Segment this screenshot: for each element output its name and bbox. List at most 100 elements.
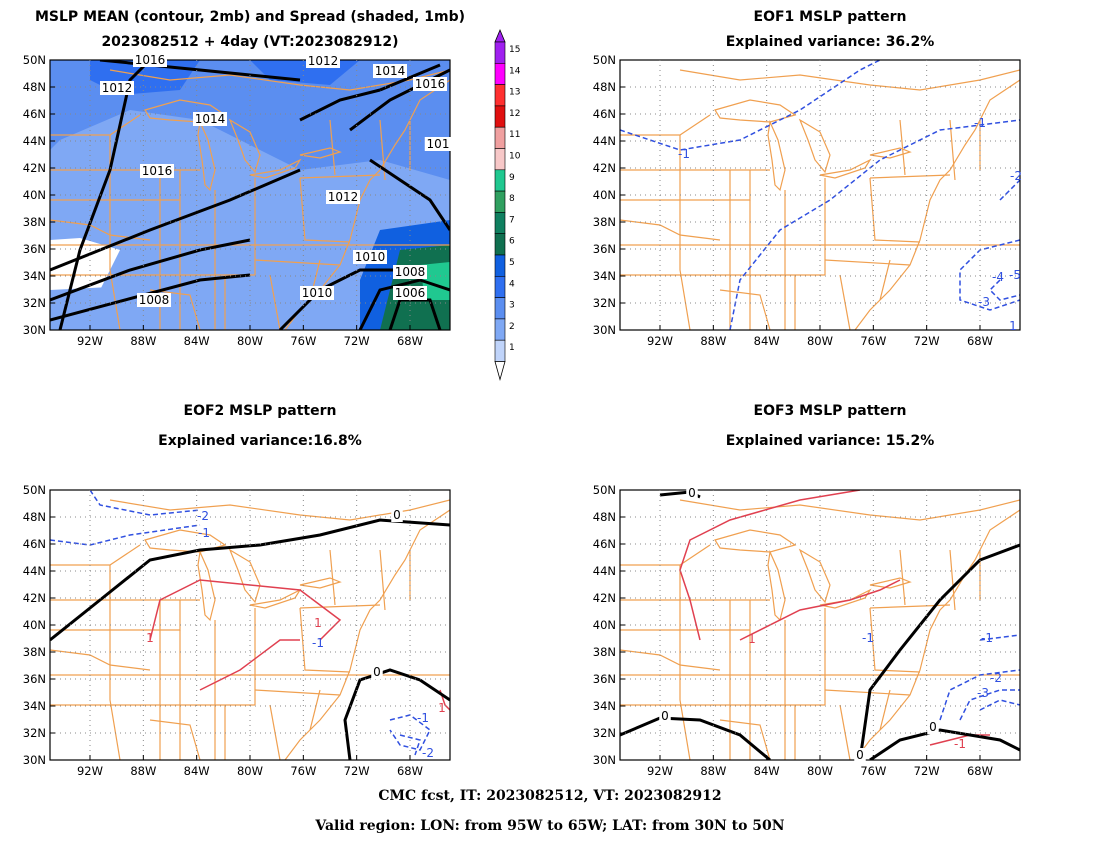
colorbar-segment (494, 169, 506, 192)
lat-tick-label: 30N (23, 323, 46, 337)
colorbar-segment (494, 105, 506, 128)
lat-tick-label: 48N (593, 80, 616, 94)
colorbar-segment (494, 254, 506, 277)
mean-contour-label: 1016 (135, 53, 166, 67)
lat-tick-label: 46N (23, 537, 46, 551)
eof2-contour-label-bg (371, 665, 383, 679)
lat-tick-label: 34N (23, 269, 46, 283)
lat-tick-label: 48N (593, 510, 616, 524)
eof1-contour-label: -2 (1010, 169, 1022, 183)
lon-tick-label: 80W (237, 764, 263, 778)
eof3-contour-label: -1 (954, 737, 966, 751)
lat-tick-label: 50N (23, 483, 46, 497)
lon-tick-label: 72W (344, 334, 370, 348)
mean-contour-label-bg (413, 77, 447, 91)
eof2-panel-subtitle: Explained variance:16.8% (158, 433, 362, 449)
colorbar-segment (494, 339, 506, 362)
eof1-contour-label: -4 (992, 270, 1004, 284)
eof3-contour-label: -1 (862, 631, 874, 645)
lon-tick-label: 68W (397, 334, 423, 348)
lat-tick-label: 50N (593, 53, 616, 67)
lat-tick-label: 36N (593, 672, 616, 686)
mean-panel-subtitle: 2023082512 + 4day (VT:2023082912) (101, 34, 399, 50)
lat-tick-label: 48N (23, 510, 46, 524)
lat-tick-label: 32N (23, 726, 46, 740)
mean-panel-title: MSLP MEAN (contour, 2mb) and Spread (sha… (35, 9, 465, 25)
lon-tick-label: 84W (184, 334, 210, 348)
lon-tick-label: 68W (397, 764, 423, 778)
lon-tick-label: 92W (647, 334, 673, 348)
lon-tick-label: 84W (754, 334, 780, 348)
lat-tick-label: 44N (593, 134, 616, 148)
lon-tick-label: 88W (700, 334, 726, 348)
eof2-contour-label: -1 (198, 526, 210, 540)
mean-contour-label-bg (100, 81, 134, 95)
eof1-contour-label: -3 (978, 295, 990, 309)
lat-tick-label: 46N (23, 107, 46, 121)
eof3-contour-label: 0 (688, 486, 696, 500)
eof3-contour-label-bg (927, 720, 939, 734)
eof2-contour-label: 0 (373, 665, 381, 679)
mean-contour-label: 1006 (395, 286, 426, 300)
colorbar-segment (494, 275, 506, 298)
lat-tick-label: 40N (23, 188, 46, 202)
mean-contour-label-bg (193, 112, 227, 126)
colorbar-label: 8 (509, 194, 515, 204)
eof2-contour-label: 0 (393, 508, 401, 522)
lon-tick-label: 80W (237, 334, 263, 348)
lon-tick-label: 88W (700, 764, 726, 778)
mean-contour-label: 1014 (375, 64, 406, 78)
lat-tick-label: 42N (23, 591, 46, 605)
lat-tick-label: 36N (23, 672, 46, 686)
lon-tick-label: 84W (754, 764, 780, 778)
colorbar-segment (494, 62, 506, 85)
eof3-panel-title: EOF3 MSLP pattern (753, 403, 907, 419)
footer-valid-region: Valid region: LON: from 95W to 65W; LAT:… (315, 818, 785, 834)
colorbar-segment (494, 41, 506, 64)
eof3-contour-label-bg (686, 486, 698, 500)
lat-tick-label: 40N (593, 618, 616, 632)
mean-contour-label-bg (133, 53, 167, 67)
mean-contour-label-bg (300, 286, 334, 300)
eof3-contour-label: 0 (856, 748, 864, 762)
colorbar-label: 1 (509, 343, 515, 353)
colorbar-bottom-arrow (494, 361, 506, 381)
colorbar-segment (494, 84, 506, 107)
eof1-panel-title: EOF1 MSLP pattern (753, 9, 907, 25)
lat-tick-label: 38N (23, 215, 46, 229)
mean-contour-label-bg (326, 190, 360, 204)
colorbar-label: 14 (509, 66, 521, 76)
lat-tick-label: 40N (23, 618, 46, 632)
lon-tick-label: 76W (290, 764, 316, 778)
lat-tick-label: 36N (593, 242, 616, 256)
colorbar-segment (494, 233, 506, 256)
colorbar-segment (494, 297, 506, 320)
eof1-contour-label: -5 (1009, 268, 1021, 282)
mean-contour-label: 1012 (102, 81, 133, 95)
lat-tick-label: 42N (23, 161, 46, 175)
lat-tick-label: 42N (593, 161, 616, 175)
mean-contour-label: 1008 (139, 293, 170, 307)
eof2-contour-label: 1 (438, 701, 446, 715)
eof3-panel-subtitle: Explained variance: 15.2% (725, 433, 935, 449)
lat-tick-label: 38N (593, 645, 616, 659)
colorbar-label: 4 (509, 279, 515, 289)
eof2-panel-title: EOF2 MSLP pattern (183, 403, 337, 419)
colorbar-segment (494, 318, 506, 341)
mean-contour-label: 1008 (395, 265, 426, 279)
mean-contour-label: 101 (427, 137, 450, 151)
eof3-contour-label: 1 (748, 632, 756, 646)
colorbar-label: 13 (509, 88, 520, 98)
colorbar-label: 6 (509, 237, 515, 247)
lon-tick-label: 88W (130, 764, 156, 778)
colorbar-label: 3 (509, 301, 515, 311)
lon-tick-label: 80W (807, 334, 833, 348)
eof3-contour-label: 0 (661, 709, 669, 723)
mean-contour-label: 1016 (415, 77, 446, 91)
lat-tick-label: 48N (23, 80, 46, 94)
lat-tick-label: 34N (593, 699, 616, 713)
eof2-contour-label: 1 (146, 631, 154, 645)
mean-contour-label-bg (140, 164, 174, 178)
eof3-contour-label: -3 (977, 686, 989, 700)
colorbar-label: 2 (509, 322, 515, 332)
